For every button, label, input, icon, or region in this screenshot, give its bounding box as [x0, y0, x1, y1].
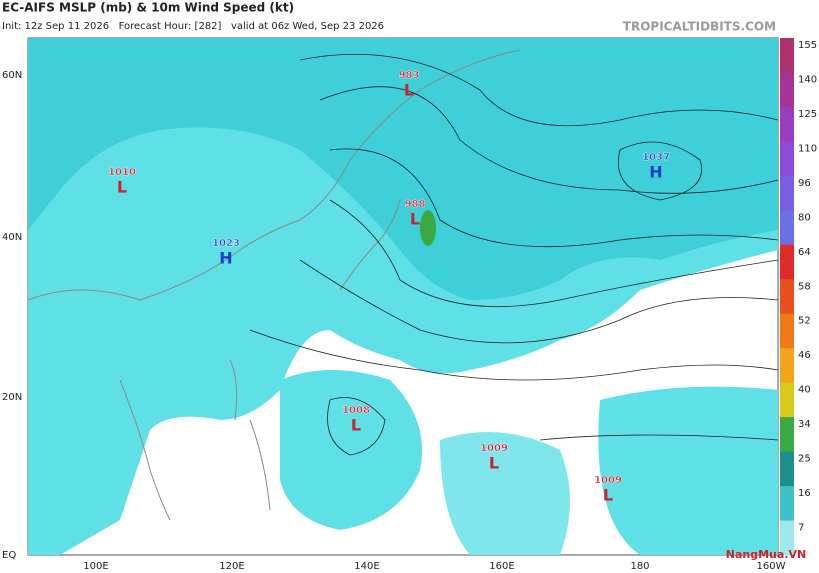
- wind-max: [420, 210, 436, 246]
- lon-label: 160W: [757, 561, 786, 572]
- pressure-symbol: L: [603, 486, 613, 505]
- lat-label: EQ: [2, 550, 16, 561]
- colorbar-swatch: [780, 38, 794, 73]
- lat-label: 40N: [2, 232, 22, 243]
- pressure-value: 1009: [594, 475, 622, 486]
- lon-label: 160E: [489, 561, 514, 572]
- colorbar-label: 40: [798, 385, 811, 396]
- colorbar-swatch: [780, 382, 794, 418]
- site-credit: TROPICALTIDBITS.COM: [623, 20, 776, 34]
- colorbar-swatch: [780, 451, 794, 487]
- pressure-symbol: H: [219, 249, 232, 268]
- pressure-value: 988: [405, 199, 426, 210]
- colorbar-swatch: [780, 244, 794, 280]
- colorbar-label: 125: [798, 109, 817, 120]
- pressure-value: 1009: [480, 443, 508, 454]
- colorbar-label: 46: [798, 350, 811, 361]
- colorbar-swatch: [780, 106, 794, 142]
- pressure-value: 1023: [212, 238, 240, 249]
- wind-shading: [440, 432, 570, 555]
- lon-label: 180: [630, 561, 649, 572]
- colorbar-label: 25: [798, 454, 811, 465]
- colorbar-label: 64: [798, 247, 811, 258]
- colorbar-label: 140: [798, 74, 817, 85]
- colorbar-swatch: [780, 348, 794, 384]
- colorbar-label: 58: [798, 281, 811, 292]
- colorbar-label: 96: [798, 178, 811, 189]
- subtitle: Init: 12z Sep 11 2026 Forecast Hour: [28…: [2, 21, 384, 32]
- wind-shading: [598, 386, 778, 555]
- colorbar-swatch: [780, 313, 794, 349]
- pressure-value: 983: [399, 70, 420, 81]
- colorbar-swatch: [780, 486, 794, 522]
- pressure-symbol: L: [117, 178, 127, 197]
- watermark: NangMua.VN: [726, 548, 806, 561]
- pressure-value: 1008: [342, 405, 370, 416]
- pressure-value: 1010: [108, 167, 136, 178]
- lat-label: 20N: [2, 392, 22, 403]
- colorbar-label: 155: [798, 40, 817, 51]
- map-area: [27, 37, 779, 556]
- pressure-value: 1037: [642, 152, 670, 163]
- colorbar-label: 7: [798, 523, 804, 534]
- colorbar-swatch: [780, 210, 794, 246]
- lon-label: 140E: [354, 561, 379, 572]
- colorbar-swatch: [780, 72, 794, 108]
- isobars: [249, 53, 779, 456]
- colorbar-label: 16: [798, 488, 811, 499]
- pressure-symbol: H: [649, 163, 662, 182]
- title: EC-AIFS MSLP (mb) & 10m Wind Speed (kt): [2, 1, 294, 15]
- pressure-symbol: L: [351, 416, 361, 435]
- lon-label: 120E: [219, 561, 244, 572]
- colorbar-label: 110: [798, 143, 817, 154]
- lon-label: 100E: [83, 561, 108, 572]
- colorbar-swatch: [780, 279, 794, 315]
- colorbar-swatch: [780, 141, 794, 177]
- colorbar-label: 34: [798, 419, 811, 430]
- pressure-symbol: L: [404, 81, 414, 100]
- colorbar-swatch: [780, 520, 794, 556]
- pressure-symbol: L: [489, 454, 499, 473]
- colorbar-swatch: [780, 175, 794, 211]
- colorbar-swatch: [780, 417, 794, 453]
- pressure-symbol: L: [410, 210, 420, 229]
- coastlines: [27, 49, 521, 521]
- wind-shading: [280, 370, 422, 530]
- labels: 60N 40N 20N EQ 100E 120E 140E 160E 180 160W 155 140…: [2, 38, 817, 572]
- wind-shading: [28, 38, 778, 300]
- lat-label: 60N: [2, 70, 22, 81]
- colorbar-label: 80: [798, 212, 811, 223]
- colorbar-label: 52: [798, 316, 811, 327]
